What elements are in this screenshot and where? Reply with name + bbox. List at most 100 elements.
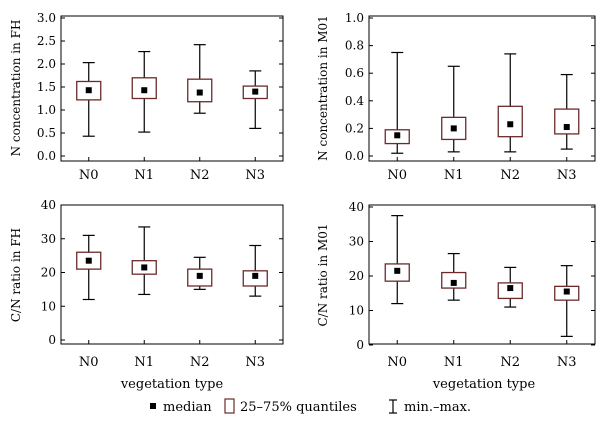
median-marker: [394, 267, 401, 274]
median-marker: [85, 87, 92, 94]
y-tick-label: 0.5: [37, 126, 56, 140]
category-label: N3: [557, 355, 577, 370]
y-tick-label: 30: [349, 235, 364, 249]
y-tick-label: 20: [41, 266, 56, 280]
median-marker: [563, 124, 570, 131]
box-n1: [441, 252, 467, 301]
category-label: N2: [190, 355, 210, 370]
panel-n-concentration-m01: N concentration in M01 0.0 0.2 0.4 0.6 0.8 1.…: [316, 11, 596, 183]
plot-frame: [60, 204, 284, 345]
box-n1: [131, 226, 157, 296]
y-tick-label: 1.5: [37, 80, 56, 94]
category-label: N2: [190, 168, 210, 183]
legend-range-label: min.–max.: [404, 400, 471, 415]
panel-cn-ratio-m01: C/N ratio in M01 vegetation type 0 10 20 30…: [316, 200, 596, 392]
median-marker: [85, 257, 92, 264]
category-label: N1: [134, 168, 154, 183]
x-axis-label: vegetation type: [120, 377, 224, 392]
plot-frame: [368, 15, 596, 162]
median-marker: [507, 121, 514, 128]
median-marker: [141, 264, 148, 271]
median-marker: [252, 272, 259, 279]
box-n0: [384, 215, 410, 305]
panel-cn-ratio-fh: C/N ratio in FH vegetation type 0 10 20 30 4…: [9, 198, 284, 392]
boxes: [76, 226, 268, 301]
box-n0: [384, 51, 410, 154]
category-label: N1: [444, 355, 464, 370]
y-tick-label: 2.5: [37, 34, 56, 48]
y-tick-label: 0.8: [345, 39, 364, 53]
legend-median-label: median: [163, 400, 212, 415]
y-ticks: 0 10 20 30 40: [349, 200, 595, 352]
y-axis-label: C/N ratio in M01: [316, 223, 330, 326]
y-tick-label: 30: [41, 232, 56, 246]
plot-frame: [60, 15, 284, 162]
median-marker: [563, 288, 570, 295]
boxes: [384, 51, 580, 154]
category-label: N0: [79, 355, 99, 370]
category-label: N3: [557, 168, 577, 183]
median-marker: [394, 132, 401, 139]
category-labels: N0 N1 N2 N3: [387, 157, 577, 183]
boxes: [76, 44, 268, 137]
box-n1: [131, 50, 157, 133]
median-marker: [196, 89, 203, 96]
panel-n-concentration-fh: N concentration in FH 0.0 0.5 1.0 1.5 2.0 2.5…: [9, 11, 284, 183]
y-tick-label: 20: [349, 269, 364, 283]
y-tick-label: 0.0: [37, 149, 56, 163]
box-n3: [554, 73, 580, 150]
box-n2: [187, 256, 213, 290]
box-n0: [76, 234, 102, 301]
category-labels: N0 N1 N2 N3: [79, 157, 265, 183]
category-label: N1: [444, 168, 464, 183]
median-marker: [141, 87, 148, 94]
y-tick-label: 0.0: [345, 149, 364, 163]
box-n1: [441, 65, 467, 153]
y-tick-label: 40: [349, 200, 364, 214]
y-tick-label: 1.0: [37, 103, 56, 117]
category-label: N2: [500, 355, 520, 370]
category-labels: N0 N1 N2 N3: [79, 340, 265, 370]
y-ticks: 0 10 20 30 40: [41, 198, 283, 347]
y-tick-label: 10: [349, 304, 364, 318]
category-label: N3: [245, 168, 265, 183]
y-tick-label: 0: [48, 333, 56, 347]
box-n3: [242, 70, 268, 129]
category-label: N3: [245, 355, 265, 370]
y-tick-label: 10: [41, 299, 56, 313]
median-marker: [196, 272, 203, 279]
legend-quantile-box: [224, 398, 235, 414]
box-n3: [554, 265, 580, 337]
boxes: [384, 215, 580, 337]
y-tick-label: 0.2: [345, 121, 364, 135]
box-n2: [497, 53, 523, 153]
y-tick-label: 3.0: [37, 11, 56, 25]
y-axis-label: C/N ratio in FH: [9, 228, 23, 322]
category-label: N0: [387, 355, 407, 370]
legend-range-whisker-icon: [389, 399, 397, 414]
y-tick-label: 0.4: [345, 94, 364, 108]
category-labels: N0 N1 N2 N3: [387, 340, 577, 370]
median-marker: [507, 285, 514, 292]
median-marker: [450, 279, 457, 286]
box-n0: [76, 62, 102, 137]
legend-median-marker: [150, 403, 156, 409]
quantile-box: [554, 108, 580, 135]
y-tick-label: 0: [356, 338, 364, 352]
y-tick-label: 1.0: [345, 11, 364, 25]
category-label: N1: [134, 355, 154, 370]
box-n2: [187, 44, 213, 114]
category-label: N0: [387, 168, 407, 183]
category-label: N2: [500, 168, 520, 183]
y-tick-label: 0.6: [345, 66, 364, 80]
median-marker: [450, 125, 457, 132]
x-axis-label: vegetation type: [432, 377, 536, 392]
legend: median 25–75% quantiles min.–max.: [150, 398, 471, 415]
y-ticks: 0.0 0.5 1.0 1.5 2.0 2.5 3.0: [37, 11, 283, 163]
y-tick-label: 2.0: [37, 57, 56, 71]
box-n2: [497, 266, 523, 308]
box-n3: [242, 244, 268, 297]
y-ticks: 0.0 0.2 0.4 0.6 0.8 1.0: [345, 11, 595, 163]
legend-quantile-label: 25–75% quantiles: [240, 400, 357, 415]
